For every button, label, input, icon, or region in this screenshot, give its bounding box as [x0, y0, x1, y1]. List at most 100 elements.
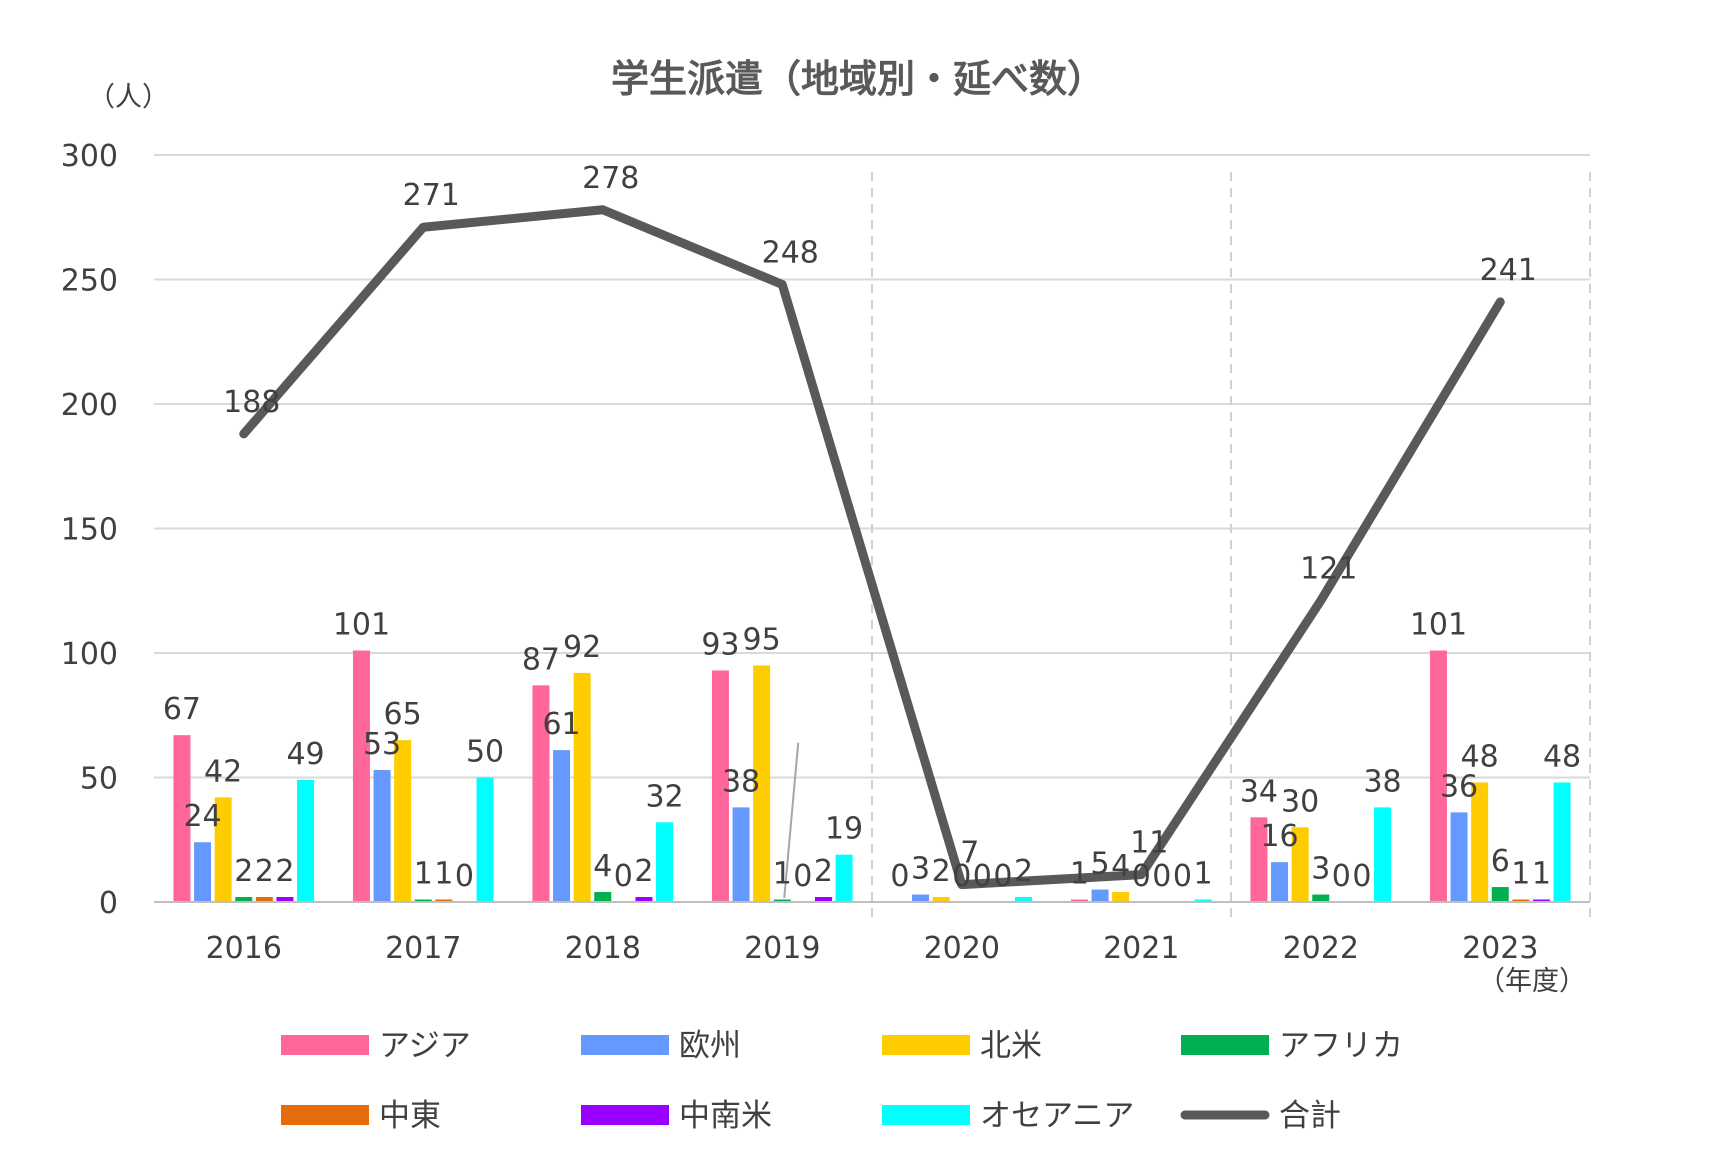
bar-value-label: 2: [932, 854, 951, 889]
period-separators: [871, 172, 1591, 922]
bar-value-label: 93: [701, 627, 739, 662]
bar: [1271, 862, 1289, 902]
bar-value-label: 1: [434, 857, 453, 892]
bar-value-label: 0: [614, 859, 633, 894]
bar: [476, 777, 494, 902]
bar-value-label: 32: [645, 779, 683, 814]
x-category-label: 2022: [1283, 931, 1359, 966]
bar: [194, 842, 212, 902]
bar: [532, 685, 550, 902]
bar-value-label: 65: [384, 697, 422, 732]
bar: [814, 897, 832, 902]
bar-value-label: 2: [255, 854, 274, 889]
leader-lines: [783, 742, 800, 899]
bar-value-label: 2: [634, 854, 653, 889]
leader-line: [783, 742, 800, 899]
bar: [912, 894, 930, 902]
total-value-label: 248: [762, 235, 819, 270]
bar-value-label: 2: [1014, 854, 1033, 889]
x-unit-label: （年度）: [1478, 966, 1586, 997]
bar: [753, 665, 771, 902]
bar-value-label: 42: [204, 754, 242, 789]
bar: [656, 822, 674, 902]
bar: [732, 807, 750, 902]
y-tick-label: 150: [61, 513, 118, 548]
bar: [553, 750, 571, 902]
x-category-label: 2019: [744, 931, 820, 966]
y-axis-ticks: 0 50 100 150 200 250 300: [61, 139, 118, 921]
bar-value-label: 2: [234, 854, 253, 889]
bar-value-label: 16: [1260, 819, 1298, 854]
bar-value-label: 38: [1363, 764, 1401, 799]
total-value-label: 241: [1480, 253, 1537, 288]
bar-value-label: 1: [1532, 857, 1551, 892]
bar-value-label: 24: [183, 799, 221, 834]
bars: [173, 650, 1571, 902]
bar: [1491, 887, 1509, 902]
legend-swatch: [281, 1035, 369, 1055]
legend-label: アフリカ: [1279, 1028, 1403, 1064]
bar-value-label: 34: [1240, 774, 1278, 809]
legend-label: オセアニア: [980, 1098, 1134, 1134]
y-tick-label: 100: [61, 637, 118, 672]
bar: [352, 650, 370, 902]
bar: [1194, 899, 1212, 902]
bar: [1312, 894, 1330, 902]
bar-value-label: 36: [1440, 769, 1478, 804]
bar: [435, 899, 453, 902]
bar: [1091, 889, 1109, 902]
bar: [373, 770, 391, 902]
bar-value-label: 0: [1332, 859, 1351, 894]
bar: [1512, 899, 1530, 902]
legend-label: 中東: [379, 1098, 441, 1134]
bar-value-label: 87: [522, 642, 560, 677]
bar: [173, 735, 191, 902]
bar-value-label: 0: [973, 859, 992, 894]
bar: [1429, 650, 1447, 902]
bar: [214, 797, 232, 902]
bar-value-label: 0: [455, 859, 474, 894]
bar-value-label: 30: [1281, 784, 1319, 819]
x-category-label: 2018: [565, 931, 641, 966]
y-tick-label: 0: [99, 886, 118, 921]
bar-value-label: 5: [1091, 847, 1110, 882]
bar-value-label: 38: [722, 764, 760, 799]
bar: [414, 899, 432, 902]
x-category-label: 2020: [924, 931, 1000, 966]
bar-value-label: 0: [1132, 859, 1151, 894]
y-tick-label: 300: [61, 139, 118, 174]
bar-value-label: 67: [163, 692, 201, 727]
bar-value-label: 1: [414, 857, 433, 892]
bar: [1553, 782, 1571, 902]
y-tick-label: 250: [61, 264, 118, 299]
bar: [1450, 812, 1468, 902]
bar: [1532, 899, 1550, 902]
bar-value-label: 19: [825, 812, 863, 847]
bar: [1070, 899, 1088, 902]
bar-value-label: 3: [911, 852, 930, 887]
bar: [932, 897, 950, 902]
bar: [835, 854, 853, 902]
bar-value-label: 0: [993, 859, 1012, 894]
legend-label: 中南米: [679, 1098, 772, 1134]
bar-value-label: 0: [793, 859, 812, 894]
total-line: [239, 205, 1505, 890]
bar-value-label: 1: [1194, 857, 1213, 892]
bar-value-label: 53: [363, 727, 401, 762]
x-category-label: 2021: [1103, 931, 1179, 966]
bar: [711, 670, 729, 902]
bar: [573, 672, 591, 902]
bar-value-label: 4: [593, 849, 612, 884]
x-category-label: 2023: [1462, 931, 1538, 966]
bar: [635, 897, 653, 902]
bar: [1374, 807, 1392, 902]
bar-value-label: 0: [890, 859, 909, 894]
bar: [394, 740, 412, 902]
bar: [297, 779, 315, 902]
bar: [594, 892, 612, 902]
total-value-label: 7: [960, 836, 979, 871]
total-value-label: 278: [582, 161, 639, 196]
bar-value-label: 2: [814, 854, 833, 889]
